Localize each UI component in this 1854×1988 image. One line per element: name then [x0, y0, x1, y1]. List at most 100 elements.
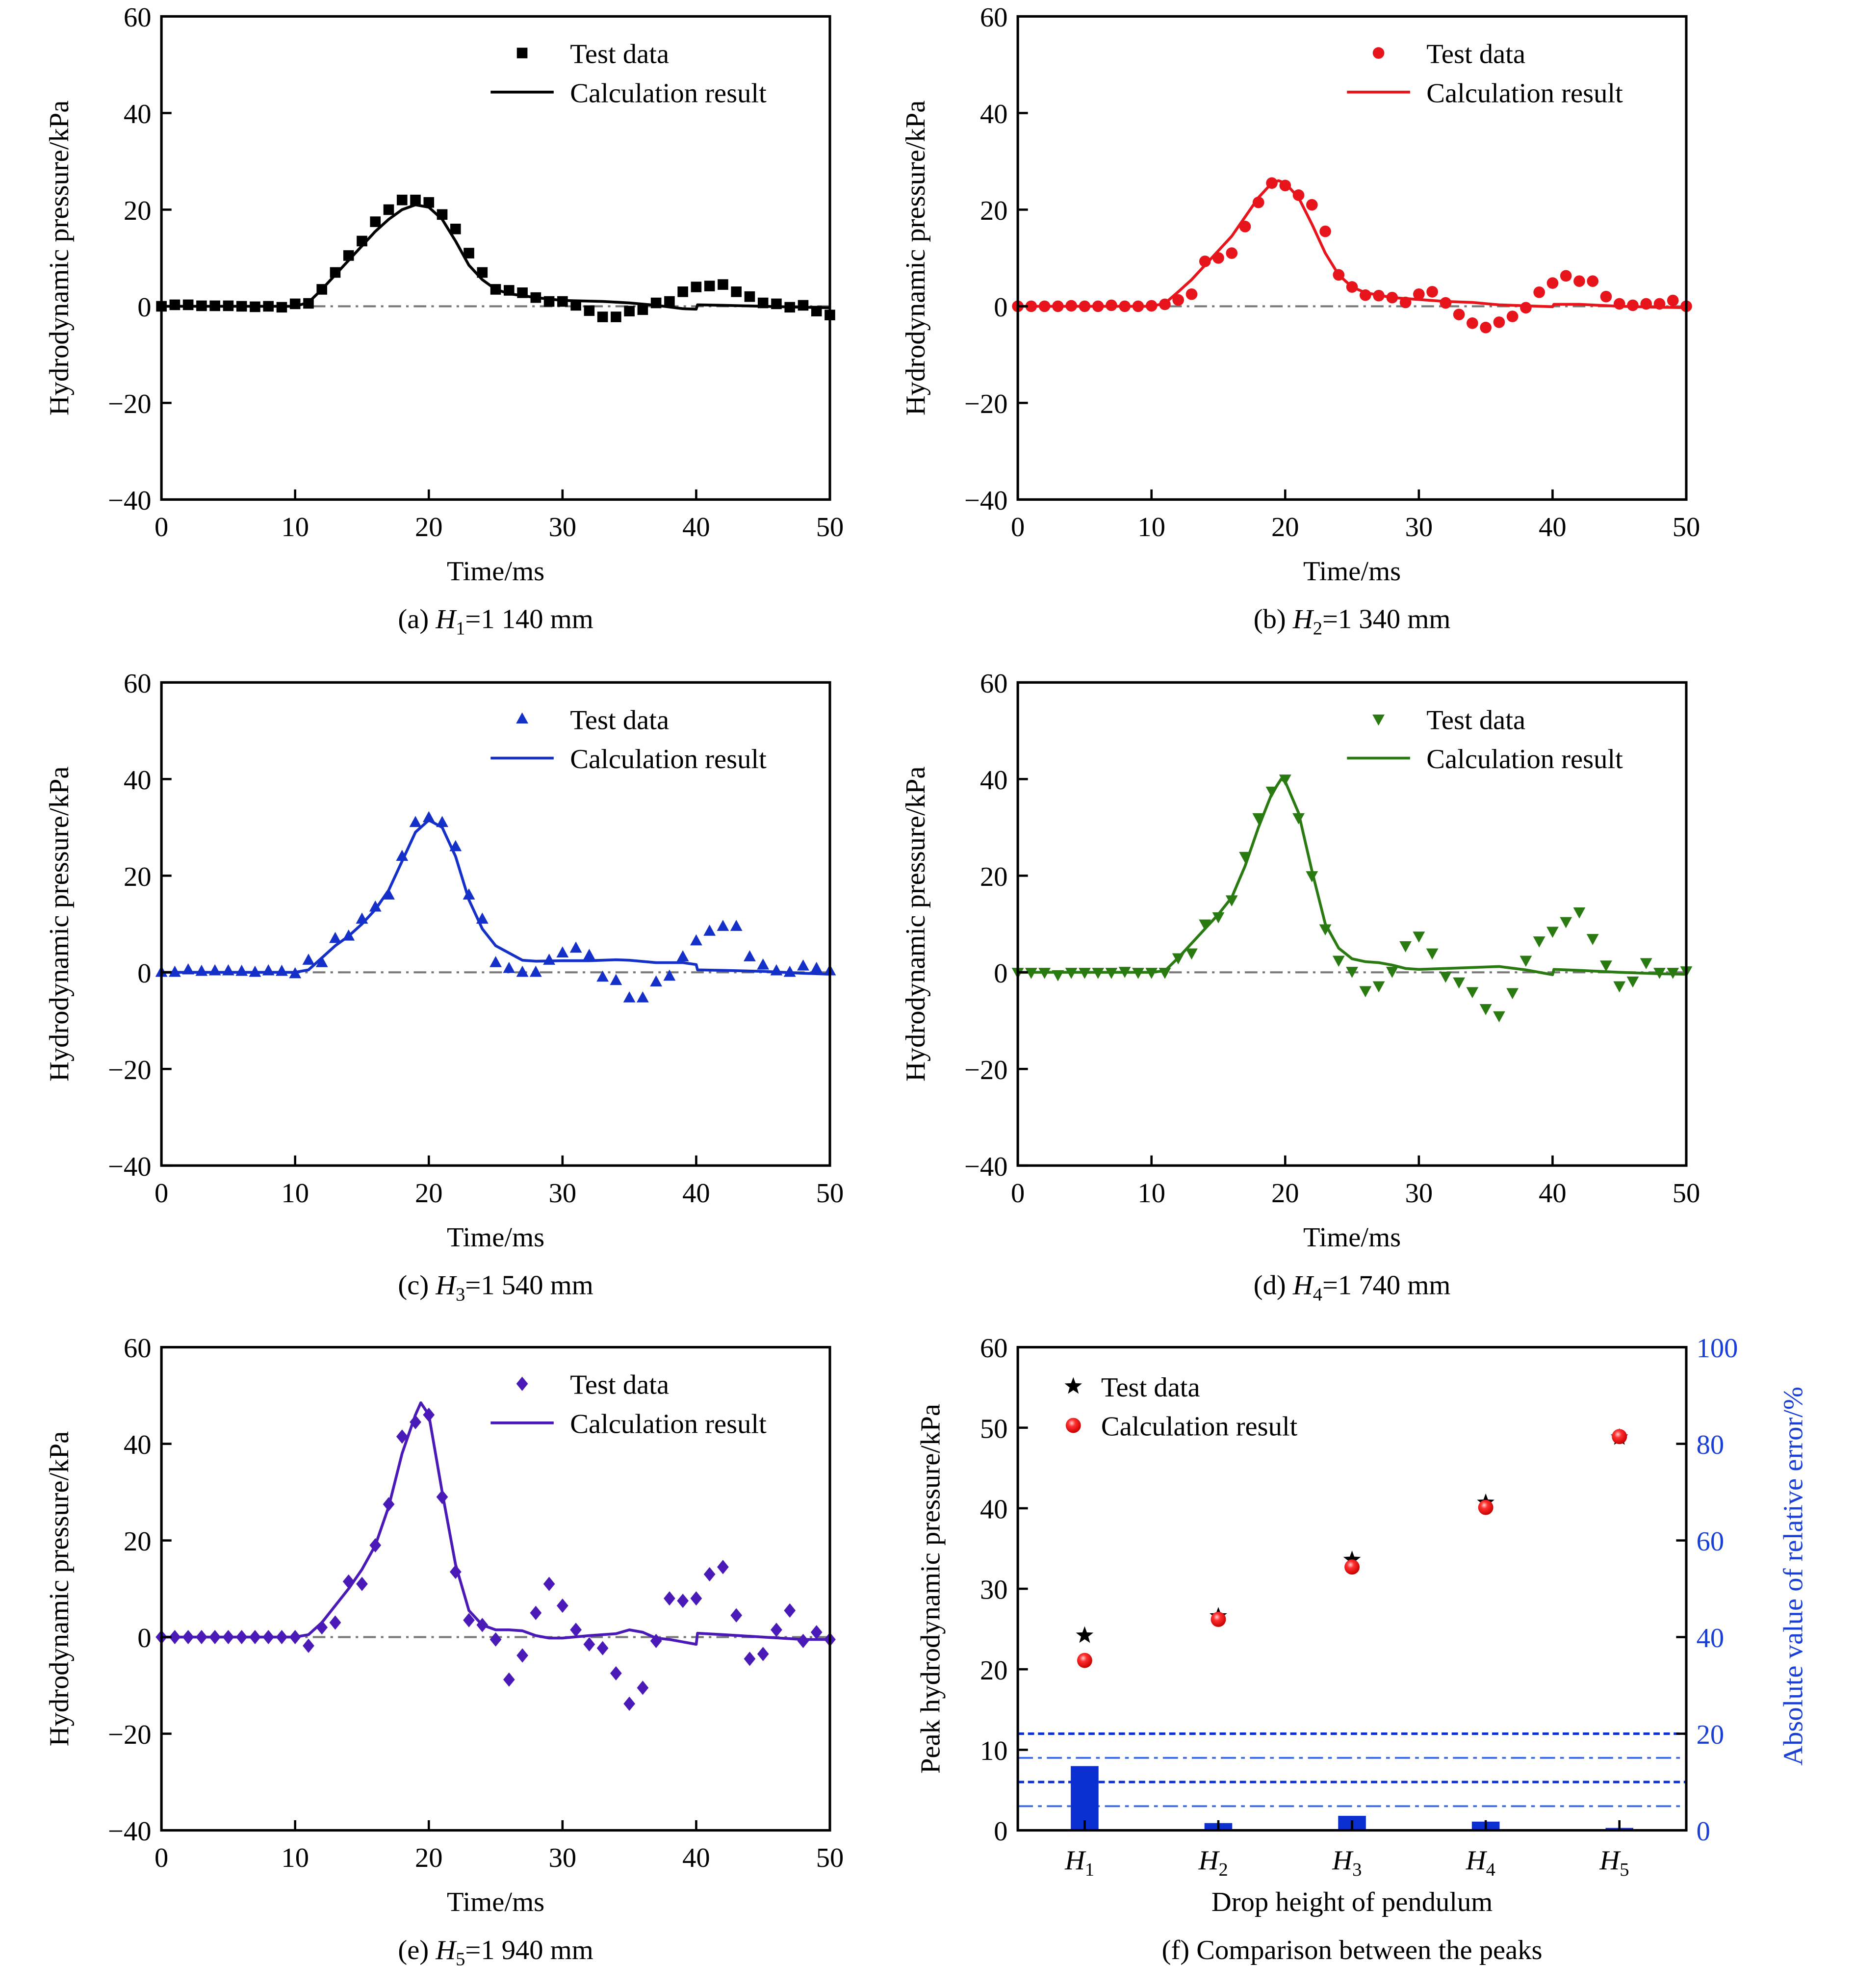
- calculation-result-line: [1018, 777, 1687, 977]
- test-data-point: [1479, 1004, 1492, 1015]
- test-data-point: [196, 1629, 207, 1645]
- test-data-point: [329, 1615, 341, 1630]
- test-data-point: [409, 816, 422, 827]
- test-data-point: [1667, 968, 1679, 979]
- test-data-point: [343, 250, 354, 261]
- test-data-point: [717, 920, 729, 931]
- legend-test-marker: [516, 712, 528, 724]
- test-data-point: [1319, 225, 1331, 237]
- test-data-point: [516, 1648, 528, 1663]
- test-data-point: [235, 1629, 248, 1645]
- x-tick-label: 10: [1137, 512, 1165, 542]
- test-data-point: [623, 1696, 636, 1711]
- plot-frame: [160, 15, 831, 501]
- y-tick-label: 0: [994, 292, 1007, 323]
- y-axis-title: Peak hydrodynamic pressure/kPa: [916, 1404, 946, 1774]
- test-data-point: [1360, 289, 1371, 301]
- test-data-point: [1119, 300, 1131, 312]
- test-data-point: [530, 1605, 542, 1620]
- test-data-point: [1386, 291, 1398, 304]
- y-axis-title: Hydrodynamic pressure/kPa: [44, 101, 75, 416]
- test-data-point: [557, 296, 568, 307]
- y-axis-title: Hydrodynamic pressure/kPa: [44, 767, 75, 1082]
- test-data-point: [1079, 968, 1091, 979]
- test-data-point: [1453, 309, 1465, 320]
- test-data-point: [1292, 813, 1305, 825]
- test-data-point: [276, 302, 287, 313]
- test-data-point: [489, 1632, 502, 1647]
- legend-test-label: Test data: [570, 705, 669, 735]
- y-tick-label: −40: [108, 1816, 151, 1847]
- test-data-point: [677, 286, 688, 297]
- test-data-point: [1159, 968, 1171, 979]
- x-category-label: H1: [1064, 1845, 1094, 1880]
- calculation-result-sphere: [1210, 1612, 1226, 1627]
- test-data-point: [369, 1538, 382, 1552]
- test-data-point: [303, 1638, 314, 1653]
- legend-calc-label: Calculation result: [1101, 1412, 1298, 1442]
- test-data-point: [235, 964, 248, 976]
- test-data-point: [731, 286, 742, 297]
- calculation-result-sphere: [1077, 1652, 1092, 1668]
- test-data-point: [717, 1560, 729, 1575]
- test-data-point: [1493, 316, 1505, 328]
- y-tick-label: 40: [980, 1494, 1008, 1524]
- x-tick-label: 40: [1539, 1178, 1567, 1209]
- x-tick-label: 10: [281, 1843, 309, 1873]
- test-data-point: [1467, 317, 1478, 329]
- plot-frame: [1016, 681, 1688, 1167]
- legend-test-label: Test data: [1101, 1372, 1200, 1403]
- test-data-point: [1038, 968, 1051, 979]
- test-data-point: [1132, 968, 1144, 979]
- test-data-point: [396, 1429, 408, 1444]
- test-data-point: [262, 964, 275, 976]
- test-data-point: [637, 1680, 649, 1695]
- category-subscript: 1: [1085, 1859, 1094, 1880]
- test-data-point: [477, 267, 488, 278]
- test-data-point: [1145, 300, 1158, 312]
- test-data-point: [396, 194, 408, 206]
- panel-caption: (b) H2=1 340 mm: [1254, 604, 1451, 639]
- test-data-point: [182, 1629, 194, 1645]
- y-axis-title: Hydrodynamic pressure/kPa: [44, 1431, 75, 1747]
- x-tick-label: 20: [415, 1178, 443, 1209]
- test-data-point: [797, 1633, 809, 1649]
- test-data-point: [1600, 290, 1612, 303]
- test-data-point: [1560, 270, 1572, 282]
- calculation-result-line: [1018, 179, 1687, 310]
- test-data-point: [1159, 298, 1171, 310]
- test-data-point: [543, 1576, 555, 1591]
- caption-suffix: =1 340 mm: [1322, 604, 1450, 635]
- test-data-point: [730, 1608, 743, 1623]
- y-tick-label: 20: [980, 196, 1008, 226]
- test-data-point: [1118, 967, 1131, 978]
- test-data-point: [663, 969, 676, 981]
- test-data-point: [396, 850, 409, 861]
- test-data-point: [490, 284, 501, 295]
- y-tick-label: −20: [108, 1720, 151, 1750]
- test-data-point: [450, 224, 461, 234]
- category-subscript: 4: [1486, 1859, 1495, 1880]
- x-tick-label: 30: [1405, 1178, 1433, 1209]
- test-data-point: [503, 1672, 515, 1687]
- test-data-point: [1480, 321, 1492, 334]
- test-data-point: [744, 1652, 756, 1666]
- y-tick-label: 40: [980, 99, 1008, 129]
- test-data-point: [784, 1603, 796, 1618]
- test-data-point: [664, 1591, 675, 1606]
- test-data-point: [1506, 310, 1519, 322]
- test-data-point: [1266, 177, 1278, 189]
- test-data-point: [1573, 907, 1586, 919]
- test-data-point: [1279, 775, 1291, 786]
- y-tick-label: −40: [964, 1152, 1007, 1182]
- test-data-point: [1560, 917, 1572, 929]
- caption-variable: H: [435, 1935, 457, 1965]
- test-data-point: [1493, 1011, 1505, 1023]
- test-data-point: [437, 209, 448, 220]
- y-tick-label: 20: [124, 1526, 152, 1557]
- test-data-point: [169, 299, 180, 310]
- test-data-point: [704, 281, 715, 291]
- test-data-point: [1038, 300, 1051, 312]
- test-data-point: [330, 267, 341, 278]
- right-y-tick-label: 20: [1697, 1720, 1725, 1750]
